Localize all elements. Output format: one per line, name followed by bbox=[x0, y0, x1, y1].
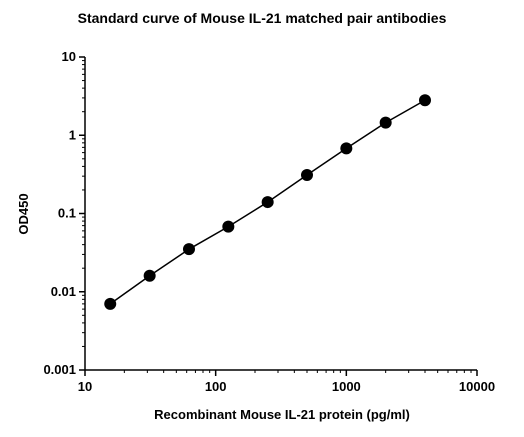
data-point bbox=[340, 142, 353, 155]
data-point bbox=[261, 196, 274, 209]
y-axis-label: OD450 bbox=[16, 193, 31, 234]
data-point bbox=[104, 297, 117, 310]
data-point bbox=[379, 116, 392, 129]
data-point bbox=[300, 169, 313, 182]
chart-title: Standard curve of Mouse IL-21 matched pa… bbox=[77, 10, 447, 26]
x-tick-label: 10000 bbox=[459, 379, 495, 394]
data-point bbox=[222, 220, 235, 233]
y-tick-label: 10 bbox=[62, 49, 76, 64]
series bbox=[104, 94, 432, 310]
x-axis-label: Recombinant Mouse IL-21 protein (pg/ml) bbox=[154, 407, 410, 422]
data-point bbox=[143, 269, 156, 282]
x-tick-label: 1000 bbox=[332, 379, 361, 394]
y-tick-label: 0.001 bbox=[43, 362, 76, 377]
x-tick-label: 10 bbox=[78, 379, 92, 394]
x-tick-label: 100 bbox=[205, 379, 227, 394]
data-point bbox=[182, 243, 195, 256]
y-tick-label: 0.01 bbox=[51, 284, 76, 299]
y-tick-label: 1 bbox=[69, 127, 76, 142]
data-point bbox=[419, 94, 432, 107]
y-tick-label: 0.1 bbox=[58, 206, 76, 221]
ticks: 0.001 0.01 0.1 1 10 10 100 1000 10000 bbox=[43, 49, 495, 394]
